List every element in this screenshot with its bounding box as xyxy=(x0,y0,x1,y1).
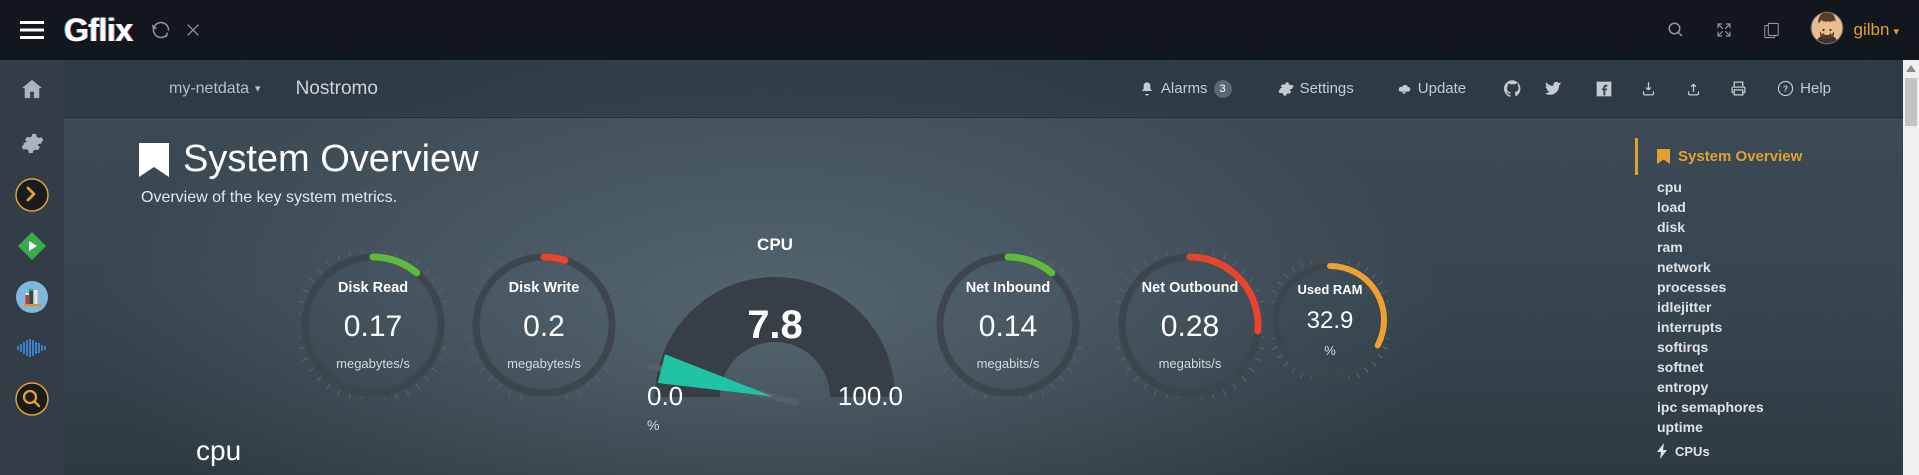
svg-text:?: ? xyxy=(1783,83,1788,93)
